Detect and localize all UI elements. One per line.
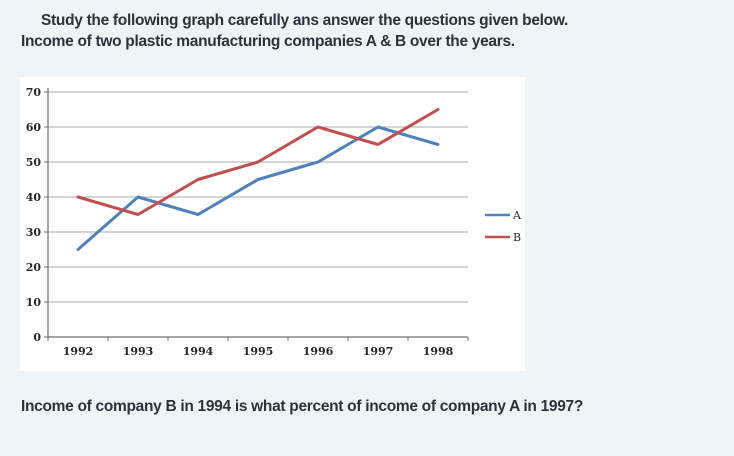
y-tick-label: 20 bbox=[26, 261, 42, 274]
y-tick-label: 60 bbox=[26, 121, 42, 134]
series-line-B bbox=[76, 108, 440, 216]
x-tick-label: 1992 bbox=[63, 345, 94, 358]
x-tick-label: 1993 bbox=[123, 345, 154, 358]
y-tick-label: 40 bbox=[26, 191, 42, 204]
question-text: Income of company B in 1994 is what perc… bbox=[21, 398, 584, 415]
y-tick-label: 0 bbox=[33, 331, 41, 344]
y-tick-label: 10 bbox=[26, 296, 42, 309]
instruction-text: Study the following graph carefully ans … bbox=[41, 12, 569, 29]
income-line-chart: 0 10 20 30 40 50 60 70 1992 1993 1994 1995 1996 1997 1… bbox=[26, 86, 522, 358]
legend-label-A: A bbox=[512, 209, 522, 222]
x-tick-label: 1995 bbox=[243, 345, 274, 358]
legend-label-B: B bbox=[513, 231, 521, 244]
x-tick-label: 1994 bbox=[183, 345, 214, 358]
x-tick-label: 1998 bbox=[423, 345, 454, 358]
x-tick-label: 1996 bbox=[303, 345, 334, 358]
y-tick-label: 30 bbox=[26, 226, 42, 239]
y-tick-label: 50 bbox=[26, 156, 42, 169]
chart-caption-text: Income of two plastic manufacturing comp… bbox=[21, 33, 515, 50]
chart-panel: 0 10 20 30 40 50 60 70 1992 1993 1994 1995 1996 1997 1… bbox=[20, 77, 525, 371]
y-tick-label: 70 bbox=[26, 86, 42, 99]
series-line-A bbox=[76, 125, 440, 251]
x-tick-label: 1997 bbox=[363, 345, 394, 358]
